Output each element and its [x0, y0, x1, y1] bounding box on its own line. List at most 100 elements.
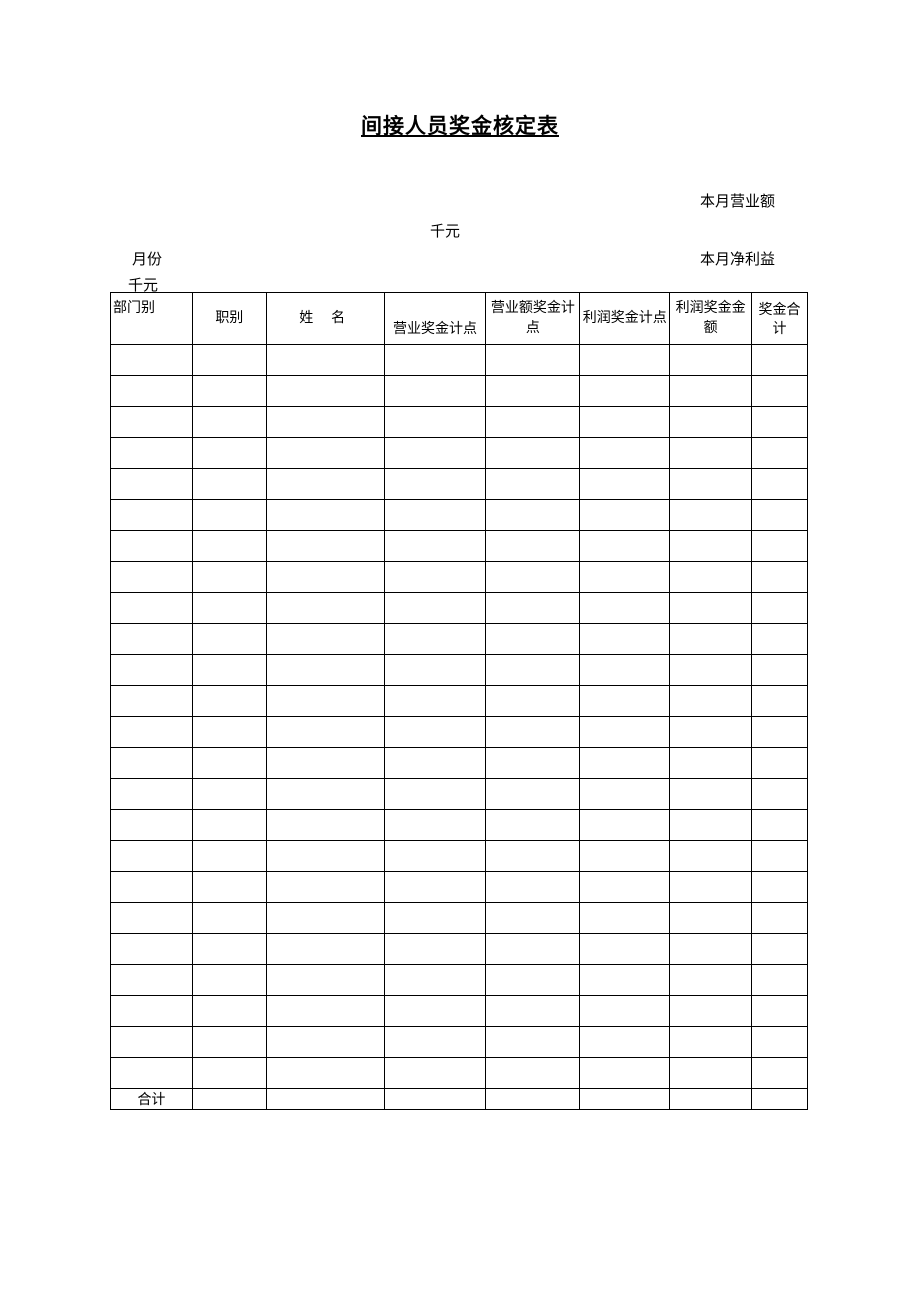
- table-footer: 合计: [111, 1089, 808, 1110]
- table-cell: [266, 624, 384, 655]
- table-cell: [266, 531, 384, 562]
- unit-label-1: 千元: [430, 220, 460, 241]
- table-cell: [670, 686, 752, 717]
- table-cell: [192, 903, 266, 934]
- table-cell: [384, 934, 486, 965]
- table-cell: [752, 903, 808, 934]
- table-cell: [384, 345, 486, 376]
- revenue-label: 本月营业额: [700, 190, 775, 211]
- table-cell: [486, 531, 580, 562]
- table-cell: [670, 562, 752, 593]
- table-cell: [111, 624, 193, 655]
- col-header-biz-points: 营业奖金计点: [384, 293, 486, 345]
- table-cell: [192, 810, 266, 841]
- table-cell: [111, 1058, 193, 1089]
- table-cell: [486, 903, 580, 934]
- table-cell: [384, 810, 486, 841]
- table-cell: [670, 593, 752, 624]
- table-cell: [670, 438, 752, 469]
- table-cell: [752, 686, 808, 717]
- table-cell: [670, 655, 752, 686]
- table-cell: [670, 1027, 752, 1058]
- table-cell: [580, 500, 670, 531]
- table-row: [111, 965, 808, 996]
- table-cell: [384, 624, 486, 655]
- table-cell: [192, 934, 266, 965]
- table-cell: [752, 655, 808, 686]
- table-cell: [752, 1058, 808, 1089]
- table-cell: [580, 1027, 670, 1058]
- table-cell: [384, 438, 486, 469]
- table-cell: [486, 438, 580, 469]
- table-cell: [384, 407, 486, 438]
- footer-cell: [670, 1089, 752, 1110]
- table-cell: [111, 438, 193, 469]
- table-row: [111, 655, 808, 686]
- table-cell: [266, 872, 384, 903]
- table-cell: [580, 717, 670, 748]
- table-cell: [580, 469, 670, 500]
- table-cell: [486, 686, 580, 717]
- table-cell: [266, 779, 384, 810]
- table-cell: [670, 996, 752, 1027]
- footer-cell: [580, 1089, 670, 1110]
- table-cell: [580, 624, 670, 655]
- table-cell: [486, 748, 580, 779]
- table-cell: [580, 655, 670, 686]
- table-cell: [192, 407, 266, 438]
- table-cell: [266, 934, 384, 965]
- page-title: 间接人员奖金核定表: [110, 110, 810, 140]
- table-row: [111, 996, 808, 1027]
- table-cell: [266, 469, 384, 500]
- table-cell: [486, 1027, 580, 1058]
- table-cell: [111, 345, 193, 376]
- table-cell: [192, 748, 266, 779]
- table-cell: [670, 779, 752, 810]
- table-cell: [384, 717, 486, 748]
- table-row: [111, 624, 808, 655]
- table-cell: [111, 531, 193, 562]
- table-cell: [486, 996, 580, 1027]
- table-cell: [580, 965, 670, 996]
- table-cell: [580, 872, 670, 903]
- bonus-table: 部门别 职别 姓名 营业奖金计点 营业额奖金计点 利润奖金计点 利润奖金金额 奖…: [110, 292, 808, 1110]
- table-cell: [111, 779, 193, 810]
- table-cell: [670, 469, 752, 500]
- table-cell: [266, 1027, 384, 1058]
- table-cell: [266, 717, 384, 748]
- table-cell: [670, 934, 752, 965]
- table-cell: [580, 779, 670, 810]
- table-cell: [111, 810, 193, 841]
- table-cell: [384, 903, 486, 934]
- table-cell: [384, 965, 486, 996]
- table-cell: [192, 438, 266, 469]
- table-cell: [111, 500, 193, 531]
- table-cell: [266, 686, 384, 717]
- table-cell: [192, 593, 266, 624]
- table-row: [111, 593, 808, 624]
- col-header-profit-points: 利润奖金计点: [580, 293, 670, 345]
- table-cell: [670, 903, 752, 934]
- table-footer-row: 合计: [111, 1089, 808, 1110]
- table-cell: [752, 500, 808, 531]
- table-cell: [111, 841, 193, 872]
- document-page: 间接人员奖金核定表 本月营业额 千元 月份 本月净利益 千元 部门别 职别 姓名…: [0, 0, 920, 1098]
- table-header: 部门别 职别 姓名 营业奖金计点 营业额奖金计点 利润奖金计点 利润奖金金额 奖…: [111, 293, 808, 345]
- table-row: [111, 686, 808, 717]
- footer-cell: [752, 1089, 808, 1110]
- table-cell: [486, 841, 580, 872]
- table-cell: [111, 1027, 193, 1058]
- table-cell: [580, 407, 670, 438]
- table-row: [111, 748, 808, 779]
- table-cell: [752, 469, 808, 500]
- table-row: [111, 531, 808, 562]
- table-cell: [580, 345, 670, 376]
- table-cell: [266, 841, 384, 872]
- table-cell: [111, 903, 193, 934]
- table-cell: [266, 500, 384, 531]
- table-cell: [486, 407, 580, 438]
- table-cell: [266, 748, 384, 779]
- table-row: [111, 717, 808, 748]
- table-cell: [486, 934, 580, 965]
- table-cell: [384, 531, 486, 562]
